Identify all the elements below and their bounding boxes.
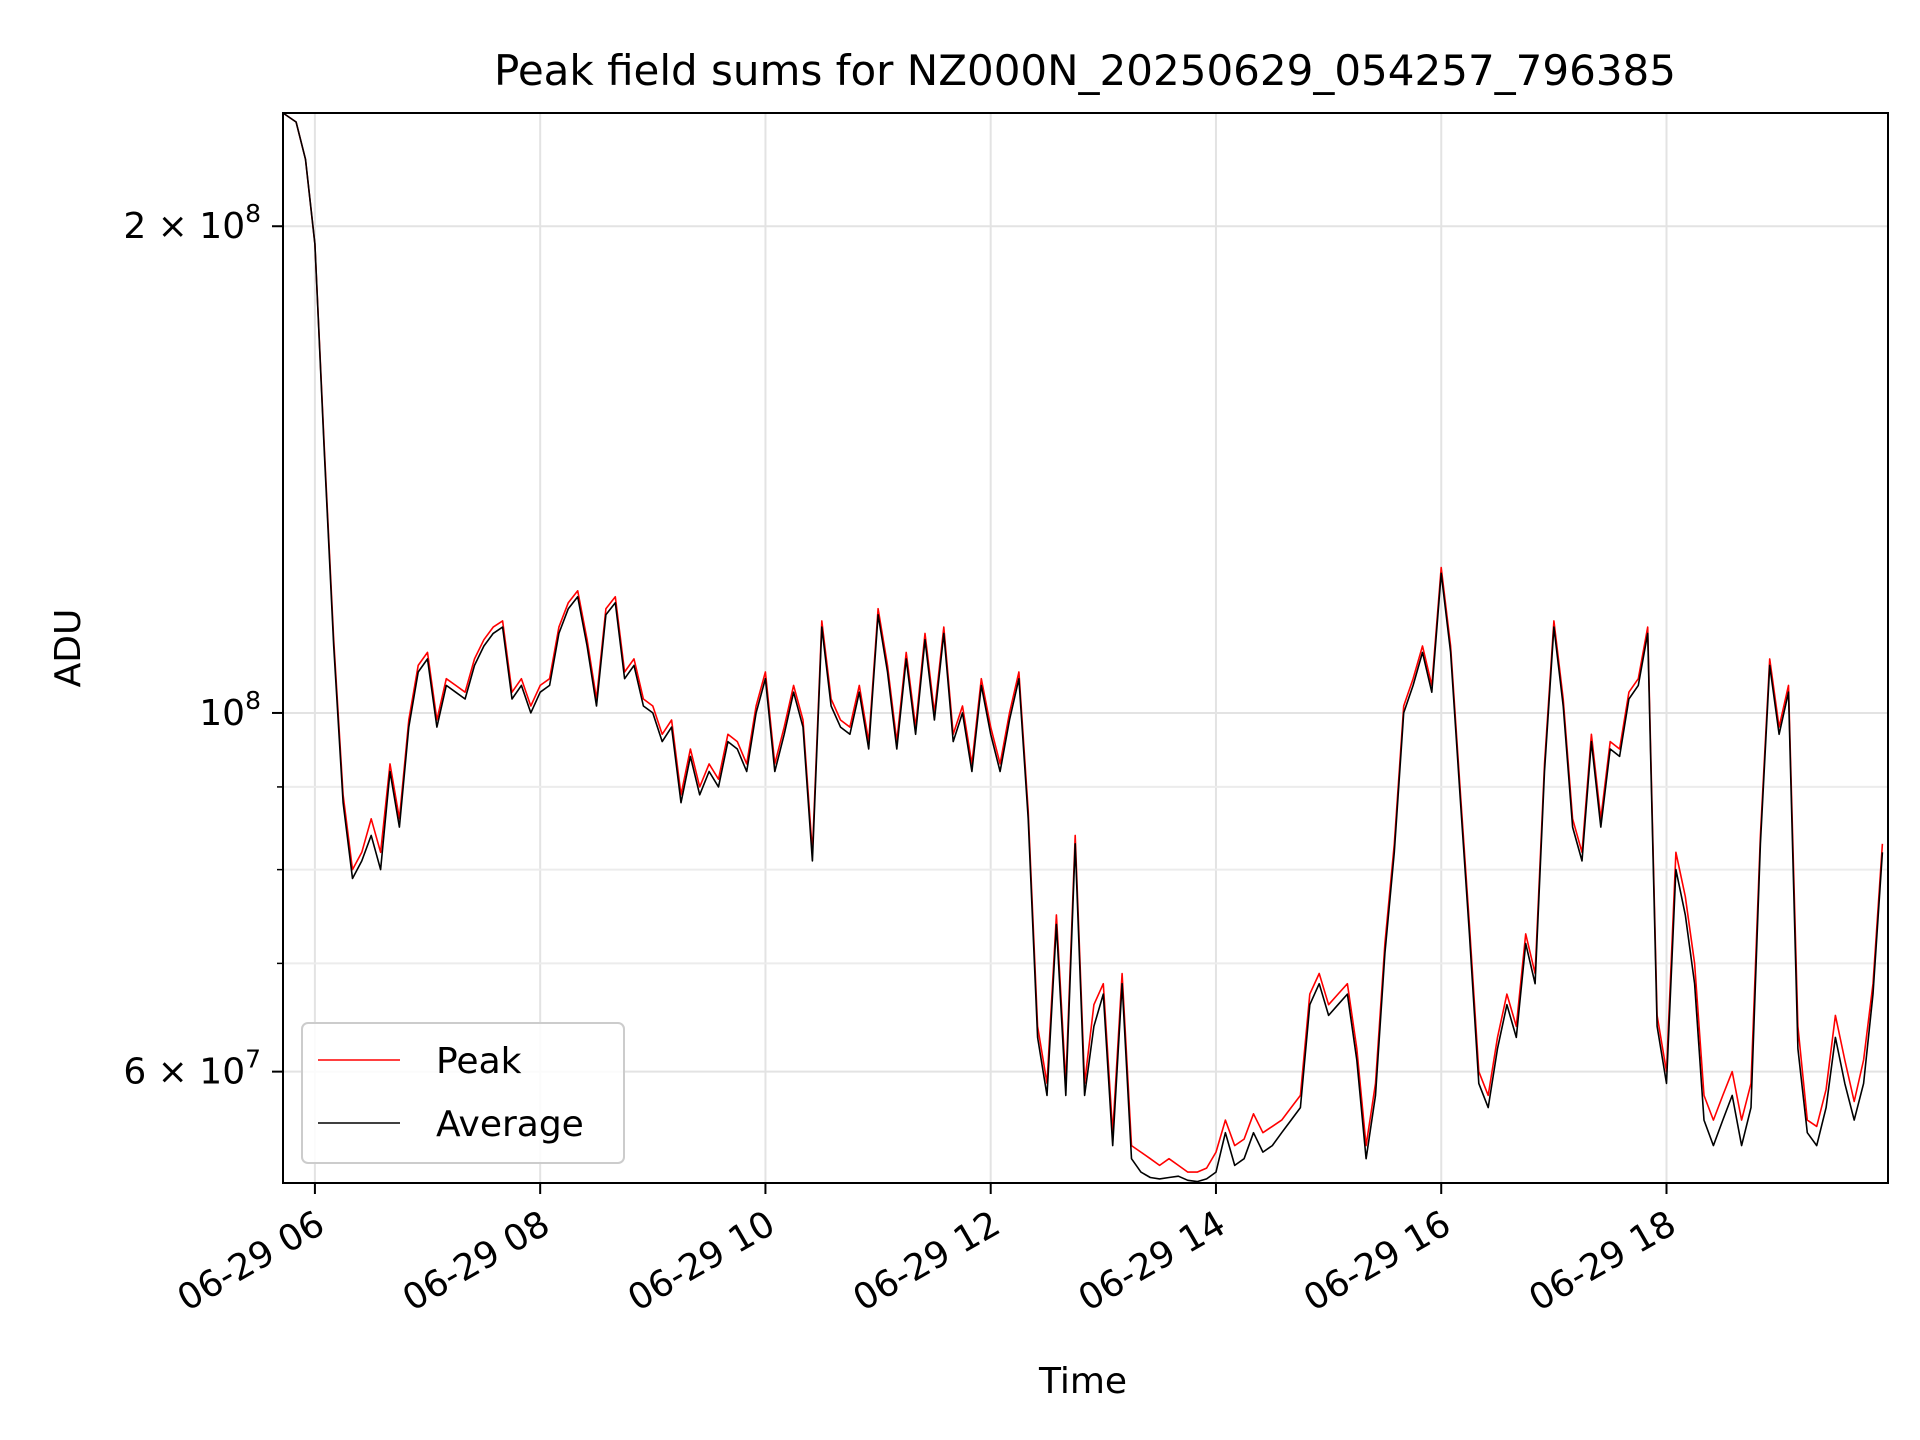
chart-title: Peak field sums for NZ000N_20250629_0542… <box>494 46 1676 95</box>
y-tick-label-base: 10 <box>199 693 245 734</box>
y-tick-label: 6 × 107 <box>123 1045 261 1093</box>
legend-average-label: Average <box>436 1104 584 1145</box>
y-tick-label: 2 × 108 <box>123 199 261 247</box>
y-tick-label-exponent: 7 <box>245 1045 261 1074</box>
data-lines <box>282 112 1884 1183</box>
legend: Peak Average <box>301 1022 625 1164</box>
y-tick-label-base: 2 × 10 <box>123 206 245 247</box>
y-axis-label: ADU <box>48 609 89 688</box>
average-series-line <box>282 112 1884 1183</box>
legend-box <box>301 1022 625 1164</box>
y-tick-label-base: 6 × 10 <box>123 1052 245 1093</box>
y-tick-label-exponent: 8 <box>245 199 261 228</box>
x-axis-label: Time <box>1038 1361 1127 1402</box>
y-tick-label-exponent: 8 <box>245 686 261 715</box>
legend-peak-label: Peak <box>436 1041 522 1082</box>
y-tick-label: 108 <box>199 686 261 734</box>
plot-frame <box>282 112 1889 1184</box>
